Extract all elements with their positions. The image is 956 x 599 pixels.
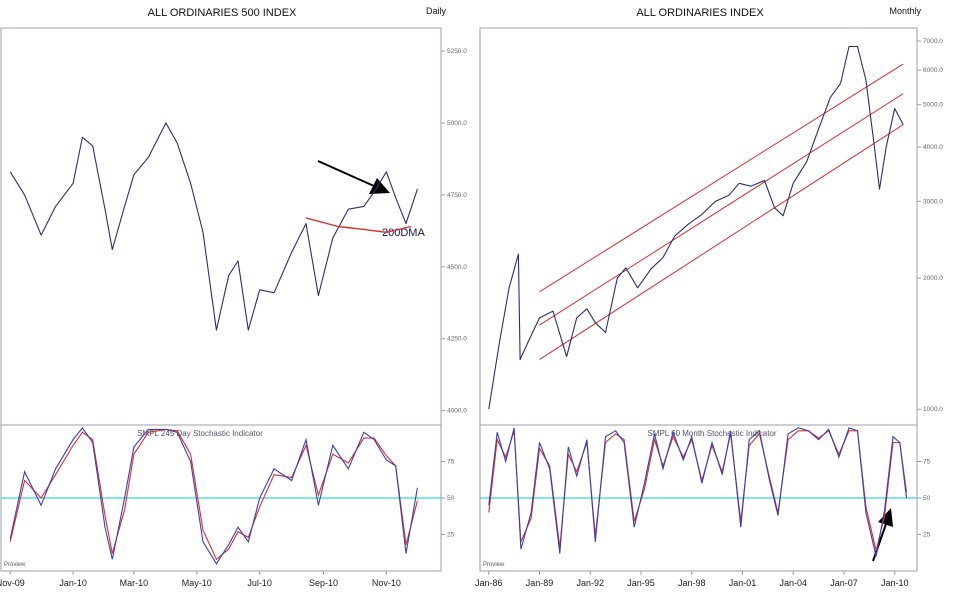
right-ind-y-tick-label: 50 [923,495,931,502]
left-y-tick-label: 4500.0 [447,264,467,271]
right-y-tick-label: 7000.0 [923,38,943,45]
right-chart-title: ALL ORDINARIES INDEX [636,7,764,19]
right-y-tick-label: 3000.0 [923,198,943,205]
right-indicator-k-line [488,427,908,557]
left-ind-y-tick-label: 75 [447,459,455,466]
left-x-tick-label: Jul-10 [247,578,272,588]
right-x-tick-label: Jan-95 [627,578,655,588]
left-price-panel [0,27,442,426]
right-ind-y-tick-label: 25 [923,532,931,539]
left-y-tick-label: 5250.0 [447,48,467,55]
right-y-tick-label: 6000.0 [923,67,943,74]
right-y-tick-label: 2000.0 [923,275,943,282]
left-chart-period: Daily [426,6,447,16]
right-price-panel [479,27,918,426]
left-indicator-source: Proview [4,562,26,568]
left-ind-y-tick-label: 25 [447,532,455,539]
right-indicator-d-line [488,429,908,551]
right-x-tick-label: Jan-86 [475,578,503,588]
left-200dma-line [305,217,412,234]
left-x-tick-label: Sep-10 [309,578,338,588]
right-price-series-line [488,45,904,410]
right-channel-line [539,124,904,361]
right-indicator-arrow [872,508,893,562]
left-y-tick-label: 4750.0 [447,192,467,199]
right-indicator-title: SMPL 60 Month Stochastic Indicator [647,429,776,438]
left-chart-title: ALL ORDINARIES 500 INDEX [148,7,297,19]
left-x-tick-label: Mar-10 [120,578,149,588]
left-y-tick-label: 5000.0 [447,120,467,127]
left-y-tick-label: 4000.0 [447,408,467,415]
right-ind-y-tick-label: 75 [923,459,931,466]
right-x-tick-label: Jan-10 [881,578,909,588]
right-x-tick-label: Jan-89 [526,578,554,588]
left-ma-label: 200DMA [382,227,425,239]
right-channel-line [539,63,904,293]
right-x-tick-label: Jan-07 [830,578,858,588]
right-indicator-source: Proview [483,562,505,568]
left-ind-y-tick-label: 50 [447,495,455,502]
left-ma-arrow [317,160,390,194]
right-chart-period: Monthly [889,6,921,16]
left-x-tick-label: Nov-10 [372,578,401,588]
right-y-tick-label: 5000.0 [923,102,943,109]
right-x-tick-label: Jan-98 [678,578,706,588]
left-indicator-title: SMPL 245 Day Stochastic Indicator [137,429,263,438]
left-x-tick-label: Nov-09 [0,578,25,588]
left-indicator-d-line [9,428,418,561]
right-y-tick-label: 4000.0 [923,144,943,151]
right-x-tick-label: Jan-01 [729,578,757,588]
left-y-tick-label: 4250.0 [447,336,467,343]
left-price-series-line [9,122,418,331]
left-indicator-k-line [9,426,418,565]
left-x-tick-label: May-10 [182,578,212,588]
right-x-tick-label: Jan-92 [576,578,604,588]
right-x-tick-label: Jan-04 [779,578,807,588]
left-x-tick-label: Jan-10 [59,578,87,588]
right-y-tick-label: 1000.0 [923,406,943,413]
right-channel-line [539,93,904,326]
